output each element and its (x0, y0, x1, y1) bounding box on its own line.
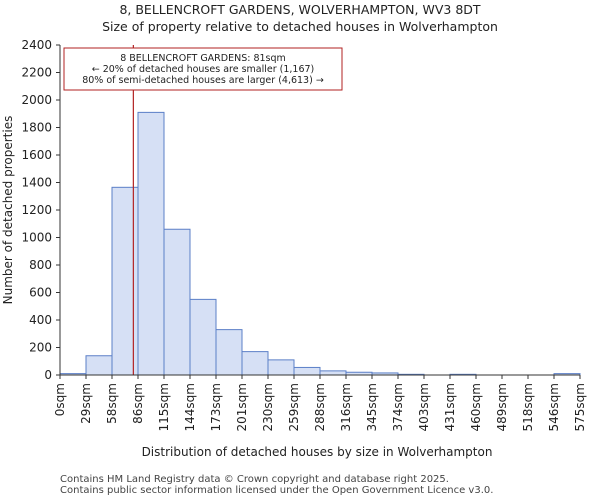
y-tick-label: 0 (44, 368, 52, 382)
histogram-bar (137, 111, 165, 376)
y-axis-label: Number of detached properties (1, 116, 15, 305)
histogram-bar (111, 186, 139, 376)
x-tick-label: 518sqm (521, 383, 535, 431)
histogram-bar (319, 370, 347, 376)
y-tick-label: 1800 (21, 121, 52, 135)
y-tick-label: 1000 (21, 231, 52, 245)
annotation-group: 8 BELLENCROFT GARDENS: 81sqm ← 20% of de… (63, 47, 343, 91)
chart-title: 8, BELLENCROFT GARDENS, WOLVERHAMPTON, W… (119, 2, 481, 17)
x-tick-label: 575sqm (573, 383, 587, 431)
histogram-bar (293, 366, 321, 376)
histogram-bar (85, 355, 113, 376)
x-tick-label: 316sqm (339, 383, 353, 431)
footer-line-2: Contains public sector information licen… (60, 485, 494, 496)
x-axis-label: Distribution of detached houses by size … (142, 445, 493, 459)
y-tick-label: 1400 (21, 176, 52, 190)
x-tick-label: 403sqm (417, 383, 431, 431)
x-tick-label: 374sqm (391, 383, 405, 431)
histogram-bar (241, 351, 269, 376)
footer-line-1: Contains HM Land Registry data © Crown c… (60, 474, 449, 485)
chart-subtitle: Size of property relative to detached ho… (102, 19, 498, 34)
x-tick-label: 230sqm (261, 383, 275, 431)
axes-group: 0 200 400 600 800 1000 1200 1400 1600 1800 2000 220… (21, 38, 587, 431)
x-tick-label: 144sqm (183, 383, 197, 431)
x-tick-label: 173sqm (209, 383, 223, 431)
x-tick-label: 259sqm (287, 383, 301, 431)
y-tick-label: 600 (29, 286, 52, 300)
x-tick-label: 345sqm (365, 383, 379, 431)
y-tick-label: 2200 (21, 66, 52, 80)
x-tick-label: 86sqm (131, 383, 145, 424)
x-tick-label: 546sqm (547, 383, 561, 431)
histogram-bar (267, 359, 295, 376)
x-tick-label: 58sqm (105, 383, 119, 424)
histogram-bar (189, 298, 217, 376)
annotation-line-1: 8 BELLENCROFT GARDENS: 81sqm (120, 53, 286, 64)
x-tick-label: 431sqm (443, 383, 457, 431)
x-tick-label: 115sqm (157, 383, 171, 431)
y-tick-label: 1200 (21, 203, 52, 217)
annotation-line-2: ← 20% of detached houses are smaller (1,… (92, 64, 315, 75)
x-tick-label: 288sqm (313, 383, 327, 431)
x-tick-label: 460sqm (469, 383, 483, 431)
annotation-box (63, 47, 343, 91)
x-tick-label: 0sqm (53, 383, 67, 416)
y-tick-label: 2400 (21, 38, 52, 52)
histogram-bar (215, 329, 243, 376)
y-tick-label: 1600 (21, 148, 52, 162)
y-tick-label: 200 (29, 341, 52, 355)
y-tick-label: 2000 (21, 93, 52, 107)
y-tick-label: 400 (29, 313, 52, 327)
x-tick-label: 489sqm (495, 383, 509, 431)
y-tick-label: 800 (29, 258, 52, 272)
x-tick-label: 201sqm (235, 383, 249, 431)
x-tick-label: 29sqm (79, 383, 93, 424)
annotation-line-3: 80% of semi-detached houses are larger (… (82, 75, 324, 86)
bars-group (59, 111, 581, 376)
histogram-bar (163, 228, 191, 376)
